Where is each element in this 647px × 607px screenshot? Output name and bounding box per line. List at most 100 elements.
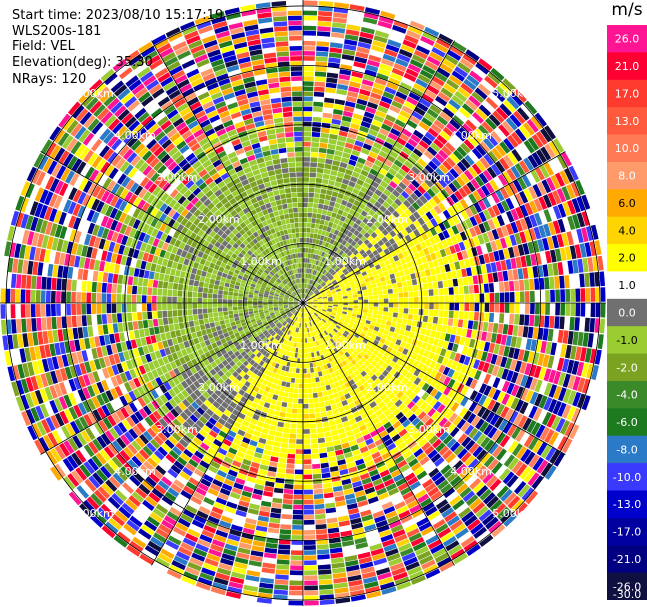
velocity-gate — [433, 42, 449, 54]
velocity-gate — [514, 291, 520, 303]
velocity-gate — [444, 349, 452, 359]
velocity-gate — [445, 103, 458, 114]
velocity-gate — [418, 40, 433, 51]
velocity-gate — [384, 340, 391, 346]
velocity-gate — [331, 312, 337, 316]
velocity-gate — [303, 444, 311, 449]
velocity-gate — [438, 212, 447, 222]
velocity-gate — [313, 397, 319, 403]
velocity-gate — [269, 388, 275, 394]
velocity-gate — [382, 176, 392, 185]
velocity-gate — [452, 381, 460, 391]
velocity-gate — [318, 224, 324, 230]
velocity-gate — [431, 171, 441, 181]
velocity-gate — [326, 310, 332, 314]
velocity-gate — [379, 276, 386, 282]
velocity-gate — [318, 442, 326, 449]
velocity-gate — [438, 222, 447, 232]
velocity-gate — [285, 473, 294, 479]
velocity-gate — [313, 289, 318, 293]
velocity-gate — [505, 223, 514, 235]
velocity-gate — [459, 303, 465, 311]
velocity-gate — [503, 154, 514, 168]
velocity-gate — [304, 535, 316, 540]
velocity-gate — [368, 129, 379, 137]
velocity-gate — [474, 381, 483, 392]
velocity-gate — [411, 352, 418, 360]
velocity-gate — [372, 330, 378, 336]
velocity-gate — [316, 294, 321, 297]
velocity-gate — [494, 303, 500, 313]
velocity-gate — [552, 205, 562, 220]
velocity-gate — [307, 342, 310, 348]
velocity-gate — [348, 159, 357, 167]
velocity-gate — [418, 140, 430, 150]
velocity-gate — [426, 146, 438, 157]
velocity-gate — [416, 102, 429, 112]
velocity-gate — [554, 316, 560, 329]
velocity-gate — [445, 157, 456, 168]
velocity-gate — [303, 167, 310, 172]
velocity-gate — [510, 221, 519, 234]
velocity-gate — [485, 332, 492, 342]
velocity-gate — [317, 31, 331, 37]
velocity-gate — [458, 187, 468, 198]
velocity-gate — [435, 95, 448, 107]
velocity-gate — [323, 305, 328, 307]
velocity-gate — [343, 105, 355, 113]
velocity-gate — [333, 303, 338, 305]
velocity-gate — [340, 317, 345, 322]
velocity-gate — [418, 309, 424, 316]
velocity-gate — [332, 306, 338, 309]
velocity-gate — [430, 185, 440, 195]
velocity-gate — [335, 176, 343, 183]
velocity-gate — [348, 300, 353, 303]
velocity-gate — [351, 256, 358, 262]
velocity-gate — [347, 231, 353, 238]
velocity-gate — [451, 326, 458, 335]
velocity-gate — [330, 287, 335, 291]
velocity-gate — [348, 197, 356, 204]
velocity-gate — [422, 31, 437, 42]
velocity-gate — [310, 253, 314, 259]
velocity-gate — [309, 182, 316, 188]
velocity-gate — [442, 126, 454, 138]
velocity-gate — [335, 213, 342, 220]
velocity-gate — [316, 278, 321, 283]
velocity-gate — [353, 243, 360, 250]
velocity-gate — [376, 246, 383, 254]
velocity-gate — [348, 180, 356, 188]
velocity-gate — [303, 242, 306, 248]
velocity-gate — [434, 153, 445, 164]
velocity-gate — [509, 359, 518, 371]
velocity-gate — [418, 249, 425, 258]
velocity-gate — [304, 293, 306, 299]
velocity-gate — [309, 279, 312, 285]
velocity-gate — [595, 287, 601, 302]
velocity-gate — [307, 299, 313, 302]
velocity-gate — [538, 196, 548, 210]
velocity-gate — [417, 371, 425, 380]
velocity-gate — [303, 424, 310, 429]
velocity-gate — [587, 333, 594, 348]
velocity-gate — [472, 320, 479, 330]
velocity-gate — [312, 296, 317, 299]
velocity-gate — [327, 522, 339, 529]
velocity-gate — [291, 413, 298, 419]
velocity-gate — [576, 228, 584, 243]
velocity-gate — [375, 322, 381, 328]
velocity-gate — [368, 97, 380, 105]
velocity-gate — [408, 308, 414, 315]
velocity-gate — [389, 360, 396, 368]
velocity-gate — [329, 466, 339, 472]
velocity-gate — [413, 220, 421, 229]
velocity-gate — [320, 411, 327, 418]
velocity-gate — [395, 339, 402, 346]
velocity-gate — [304, 560, 317, 566]
velocity-gate — [404, 256, 411, 263]
velocity-gate — [550, 174, 561, 189]
velocity-gate — [487, 322, 494, 333]
velocity-gate — [392, 123, 403, 132]
velocity-gate — [374, 201, 382, 209]
velocity-gate — [493, 313, 500, 323]
